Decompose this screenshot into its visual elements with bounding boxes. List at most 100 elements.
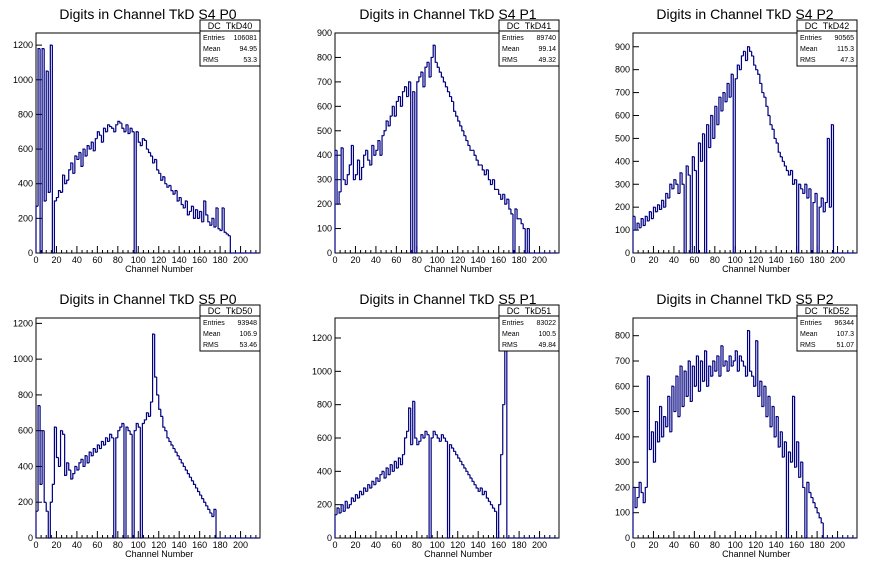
histogram-bin bbox=[160, 173, 163, 181]
histogram-bin bbox=[344, 500, 348, 512]
y-tick-label: 0 bbox=[28, 533, 33, 543]
histogram-panel: Digits in Channel TkD S4 P10100200300400… bbox=[317, 6, 560, 274]
histogram-bin bbox=[818, 206, 822, 253]
y-tick-label: 700 bbox=[317, 77, 332, 87]
histogram-bin bbox=[176, 190, 180, 202]
histogram-bin bbox=[190, 205, 194, 212]
histogram-bin bbox=[798, 441, 801, 478]
histogram-bin bbox=[426, 431, 430, 436]
histogram-bin bbox=[37, 47, 41, 207]
histogram-bin bbox=[393, 460, 397, 472]
histogram-bin bbox=[830, 124, 834, 208]
histogram-bin bbox=[820, 517, 824, 524]
x-tick-label: 100 bbox=[728, 540, 743, 550]
histogram-bin bbox=[818, 512, 822, 519]
histogram-bin bbox=[695, 355, 699, 387]
histogram-bin bbox=[455, 111, 458, 117]
histogram-bin bbox=[68, 169, 71, 181]
stats-value: 93948 bbox=[238, 320, 258, 327]
stats-value: 99.14 bbox=[538, 46, 556, 53]
stats-box bbox=[796, 19, 858, 67]
histogram-bin bbox=[697, 142, 701, 253]
histogram-bin bbox=[194, 484, 198, 489]
histogram-bin bbox=[434, 45, 438, 63]
histogram-bin bbox=[767, 106, 771, 117]
histogram-bin bbox=[646, 216, 650, 222]
histogram-bin bbox=[424, 430, 428, 438]
histogram-bin bbox=[373, 481, 376, 486]
histogram-bin bbox=[755, 65, 758, 71]
histogram-bin bbox=[184, 200, 188, 208]
histogram-bin bbox=[100, 135, 104, 143]
histogram-bin bbox=[371, 480, 374, 488]
histogram-bin bbox=[777, 416, 781, 448]
histogram-bin bbox=[740, 55, 744, 70]
histogram-bin bbox=[53, 200, 57, 253]
y-tick-label: 300 bbox=[317, 175, 332, 185]
histogram-bin bbox=[143, 138, 147, 142]
histogram-bin bbox=[465, 468, 468, 472]
histogram-bin bbox=[451, 444, 454, 449]
y-tick-label: 600 bbox=[317, 101, 332, 111]
histogram-bin bbox=[389, 464, 393, 475]
histogram-bin bbox=[389, 115, 393, 126]
stats-value: 49.32 bbox=[538, 57, 556, 64]
histogram-bin bbox=[158, 169, 161, 174]
x-tick-label: 20 bbox=[350, 540, 360, 550]
histogram-bin bbox=[229, 235, 233, 254]
histogram-bin bbox=[430, 437, 434, 538]
histogram-bin bbox=[722, 91, 726, 111]
x-tick-label: 0 bbox=[332, 255, 337, 265]
histogram-bin bbox=[45, 502, 49, 512]
histogram-bin bbox=[714, 360, 717, 372]
stats-name: DC_TkD40 bbox=[208, 21, 253, 31]
y-tick-label: 0 bbox=[625, 248, 630, 258]
histogram-bin bbox=[356, 159, 360, 175]
histogram-bin bbox=[100, 440, 104, 449]
histogram-bin bbox=[806, 184, 809, 199]
histogram-bin bbox=[765, 97, 769, 107]
stats-value: 115.3 bbox=[837, 46, 854, 53]
histogram-bin bbox=[654, 207, 658, 213]
x-tick-label: 160 bbox=[789, 540, 804, 550]
histogram-bin bbox=[481, 165, 485, 171]
histogram-bin bbox=[41, 430, 45, 485]
histogram-bin bbox=[385, 467, 389, 478]
histogram-bin bbox=[732, 360, 736, 367]
y-tick-label: 0 bbox=[327, 248, 332, 258]
histogram-bin bbox=[765, 386, 769, 418]
histogram-bin bbox=[804, 183, 807, 194]
x-tick-label: 20 bbox=[648, 540, 658, 550]
y-tick-label: 400 bbox=[18, 179, 33, 189]
x-tick-label: 40 bbox=[72, 255, 82, 265]
histogram-bin bbox=[716, 355, 719, 372]
plot-frame bbox=[35, 317, 261, 539]
histogram-bin bbox=[213, 508, 217, 517]
histogram-bin bbox=[689, 360, 693, 403]
histogram-bin bbox=[522, 223, 526, 230]
x-tick-label: 60 bbox=[391, 255, 401, 265]
histogram-bin bbox=[726, 360, 730, 372]
stats-value: 83022 bbox=[537, 320, 557, 327]
histogram-bin bbox=[164, 176, 167, 185]
histogram-bin bbox=[121, 422, 124, 428]
histogram-bin bbox=[164, 427, 167, 432]
histogram-bin bbox=[771, 124, 775, 130]
histogram-bin bbox=[367, 484, 370, 492]
histogram-bin bbox=[434, 431, 438, 436]
histogram-bin bbox=[66, 462, 69, 476]
histogram-bin bbox=[367, 150, 370, 161]
histogram-bin bbox=[375, 477, 378, 485]
stats-key: Entries bbox=[800, 35, 822, 42]
histogram-bin bbox=[338, 508, 342, 514]
histogram-bin bbox=[104, 437, 108, 445]
histogram-bin bbox=[759, 380, 762, 397]
histogram-bin bbox=[677, 184, 681, 195]
histogram-bin bbox=[109, 433, 112, 442]
histogram-bin bbox=[129, 430, 133, 435]
histogram-bin bbox=[644, 486, 648, 503]
y-tick-label: 900 bbox=[615, 42, 630, 52]
stats-box bbox=[498, 19, 560, 67]
x-tick-label: 160 bbox=[789, 255, 804, 265]
histogram-bin bbox=[665, 416, 668, 428]
